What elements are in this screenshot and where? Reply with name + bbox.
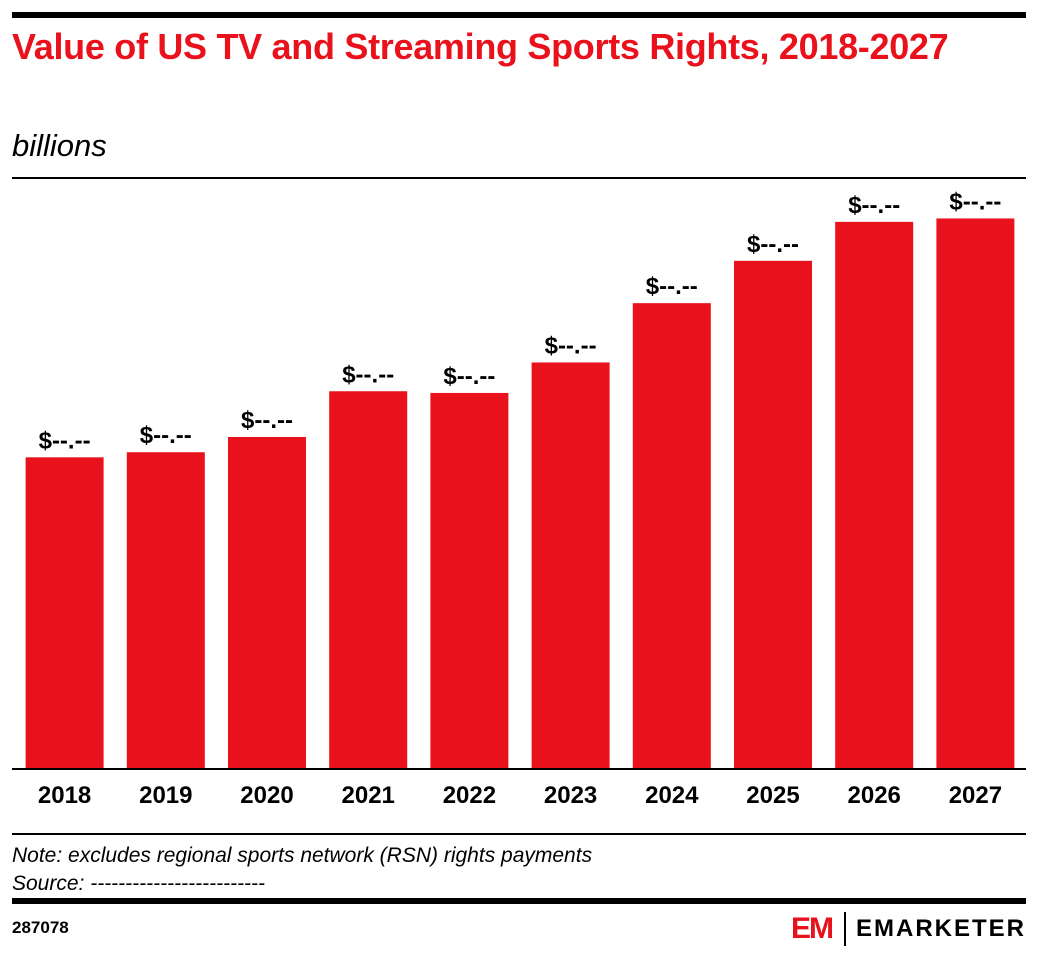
x-tick-2020: 2020 xyxy=(240,782,293,809)
bar-2019 xyxy=(126,452,205,769)
x-tick-2023: 2023 xyxy=(544,782,597,809)
chart-subtitle: billions xyxy=(12,128,107,163)
logo-wordmark: EMARKETER xyxy=(855,915,1026,942)
bar-chart: $--.-- 2018 $--.-- 2019 $--.-- 2020 $--.-- 2021… xyxy=(12,188,1026,809)
em-logo-mark: EM xyxy=(790,912,834,945)
data-label-2023: $--.-- xyxy=(545,332,597,359)
bar-2023 xyxy=(531,362,610,769)
x-tick-2019: 2019 xyxy=(139,782,192,809)
bar-2018 xyxy=(25,457,104,769)
top-rule xyxy=(12,12,1026,18)
logo-divider xyxy=(843,912,846,946)
chart-title: Value of US TV and Streaming Sports Righ… xyxy=(12,26,949,67)
data-label-2020: $--.-- xyxy=(241,407,293,434)
note-text: Note: excludes regional sports network (… xyxy=(12,844,593,867)
data-label-2018: $--.-- xyxy=(39,427,91,454)
footer-rule xyxy=(12,833,1026,835)
header-rule xyxy=(12,177,1026,179)
data-label-2025: $--.-- xyxy=(747,231,799,258)
x-tick-2024: 2024 xyxy=(645,782,699,809)
data-label-2021: $--.-- xyxy=(342,361,394,388)
data-label-2019: $--.-- xyxy=(140,422,192,449)
data-label-2026: $--.-- xyxy=(848,192,900,219)
data-label-2024: $--.-- xyxy=(646,273,698,300)
bar-2026 xyxy=(835,221,914,770)
x-tick-2026: 2026 xyxy=(848,782,901,809)
bar-2024 xyxy=(632,303,711,769)
bar-2020 xyxy=(228,436,306,769)
chart-id: 287078 xyxy=(12,918,69,937)
bar-2027 xyxy=(936,218,1015,769)
source-text: Source: ------------------------- xyxy=(12,872,266,895)
bottom-rule xyxy=(12,898,1026,904)
x-tick-2021: 2021 xyxy=(342,782,395,809)
x-tick-2025: 2025 xyxy=(746,782,799,809)
bar-2025 xyxy=(734,260,812,769)
x-tick-2018: 2018 xyxy=(38,782,91,809)
data-label-2027: $--.-- xyxy=(949,188,1001,215)
x-tick-2022: 2022 xyxy=(443,782,496,809)
emarketer-logo: EM EMARKETER xyxy=(791,912,1026,946)
bar-2021 xyxy=(329,391,408,769)
x-tick-2027: 2027 xyxy=(949,782,1002,809)
data-label-2022: $--.-- xyxy=(443,363,495,390)
footnotes: Note: excludes regional sports network (… xyxy=(12,842,592,898)
bar-2022 xyxy=(430,392,509,769)
